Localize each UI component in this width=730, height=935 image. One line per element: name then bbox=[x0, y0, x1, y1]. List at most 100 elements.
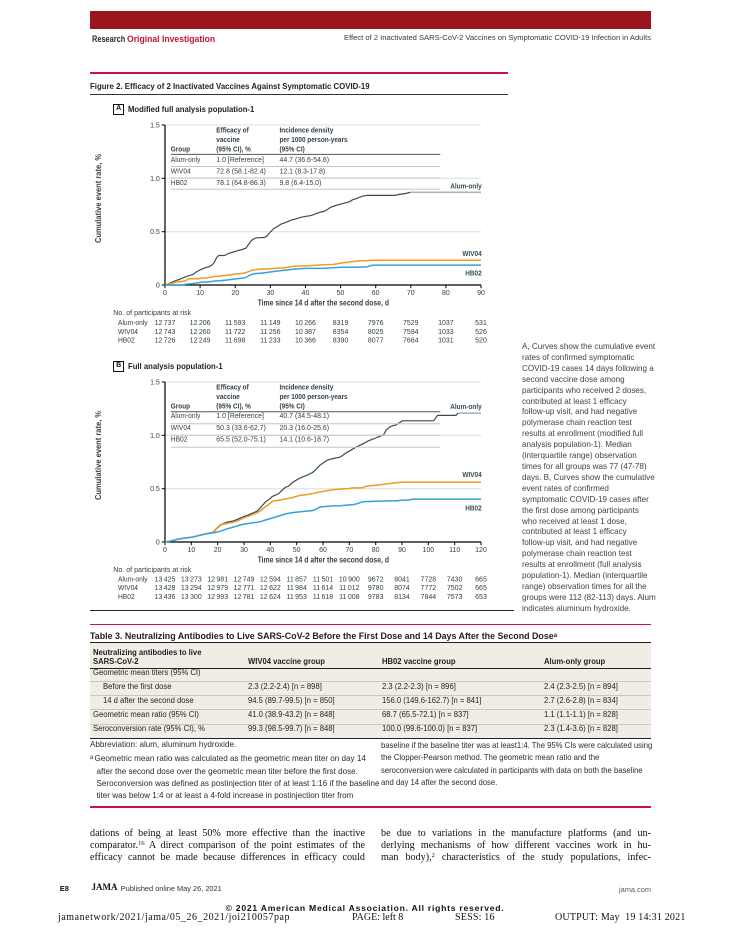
svg-text:1.5: 1.5 bbox=[150, 379, 160, 386]
svg-text:110: 110 bbox=[449, 547, 460, 554]
svg-text:WIV04: WIV04 bbox=[118, 329, 138, 336]
svg-text:1.0 [Reference]: 1.0 [Reference] bbox=[216, 411, 264, 420]
svg-text:90: 90 bbox=[398, 547, 406, 554]
svg-text:7664: 7664 bbox=[403, 337, 419, 344]
svg-text:7844: 7844 bbox=[421, 594, 437, 601]
svg-text:8041: 8041 bbox=[394, 577, 410, 584]
svg-text:11 618: 11 618 bbox=[313, 594, 333, 601]
svg-text:20: 20 bbox=[214, 547, 222, 554]
svg-text:(95% CI): (95% CI) bbox=[280, 403, 305, 410]
svg-text:30: 30 bbox=[266, 290, 274, 297]
svg-text:11 256: 11 256 bbox=[260, 329, 280, 336]
svg-text:Efficacy of: Efficacy of bbox=[216, 384, 249, 391]
svg-text:11 008: 11 008 bbox=[339, 594, 359, 601]
svg-text:80: 80 bbox=[372, 547, 380, 554]
svg-text:1.0: 1.0 bbox=[150, 433, 160, 440]
svg-text:70: 70 bbox=[345, 547, 353, 554]
svg-text:Alum-only: Alum-only bbox=[450, 183, 482, 191]
svg-text:13 300: 13 300 bbox=[181, 594, 202, 601]
svg-text:50.3 (33.6-62.7): 50.3 (33.6-62.7) bbox=[216, 423, 266, 432]
svg-text:No. of participants at risk: No. of participants at risk bbox=[113, 309, 192, 317]
svg-text:665: 665 bbox=[475, 585, 487, 592]
svg-text:0.5: 0.5 bbox=[150, 486, 160, 493]
svg-text:Efficacy of: Efficacy of bbox=[216, 127, 249, 134]
svg-text:11 698: 11 698 bbox=[225, 337, 245, 344]
svg-text:9672: 9672 bbox=[368, 577, 384, 584]
svg-text:11 722: 11 722 bbox=[225, 329, 245, 336]
svg-text:11 012: 11 012 bbox=[339, 585, 359, 592]
svg-text:1031: 1031 bbox=[438, 337, 454, 344]
svg-text:120: 120 bbox=[475, 547, 487, 554]
svg-text:10 900: 10 900 bbox=[339, 577, 360, 584]
svg-text:13 294: 13 294 bbox=[181, 585, 202, 592]
svg-text:12 737: 12 737 bbox=[155, 320, 176, 327]
svg-text:1.0: 1.0 bbox=[150, 176, 160, 183]
svg-text:1037: 1037 bbox=[438, 320, 454, 327]
svg-text:12 260: 12 260 bbox=[190, 329, 211, 336]
svg-text:Group: Group bbox=[171, 403, 190, 410]
svg-text:11 984: 11 984 bbox=[286, 585, 306, 592]
svg-text:13 436: 13 436 bbox=[155, 594, 176, 601]
svg-text:Alum-only: Alum-only bbox=[450, 404, 482, 412]
svg-text:8319: 8319 bbox=[333, 320, 349, 327]
svg-text:per 1000 person-years: per 1000 person-years bbox=[280, 393, 348, 400]
svg-text:Alum-only: Alum-only bbox=[118, 576, 148, 583]
svg-text:vaccine: vaccine bbox=[216, 393, 240, 400]
svg-text:HB02: HB02 bbox=[171, 179, 188, 187]
svg-text:100: 100 bbox=[422, 547, 434, 554]
svg-text:(95% CI): (95% CI) bbox=[280, 146, 305, 153]
svg-text:13 425: 13 425 bbox=[155, 577, 176, 584]
svg-text:7976: 7976 bbox=[368, 320, 384, 327]
svg-text:HB02: HB02 bbox=[465, 270, 482, 278]
svg-text:7772: 7772 bbox=[421, 585, 437, 592]
svg-text:12 749: 12 749 bbox=[234, 577, 255, 584]
svg-text:8077: 8077 bbox=[368, 337, 384, 344]
svg-text:10: 10 bbox=[196, 290, 204, 297]
svg-text:0: 0 bbox=[163, 290, 167, 297]
svg-text:11 614: 11 614 bbox=[313, 585, 333, 592]
svg-text:72.8 (58.1-82.4): 72.8 (58.1-82.4) bbox=[216, 166, 266, 175]
svg-text:12 594: 12 594 bbox=[260, 577, 281, 584]
svg-text:13 273: 13 273 bbox=[181, 577, 202, 584]
svg-text:7529: 7529 bbox=[403, 320, 419, 327]
svg-text:50: 50 bbox=[293, 547, 301, 554]
svg-text:12 993: 12 993 bbox=[207, 594, 228, 601]
svg-text:526: 526 bbox=[475, 329, 487, 336]
svg-text:12 726: 12 726 bbox=[155, 337, 176, 344]
svg-text:10 366: 10 366 bbox=[295, 337, 316, 344]
svg-text:Incidence density: Incidence density bbox=[280, 384, 334, 391]
svg-text:60: 60 bbox=[319, 547, 327, 554]
svg-text:Alum-only: Alum-only bbox=[118, 320, 148, 327]
svg-text:11 593: 11 593 bbox=[225, 320, 245, 327]
svg-text:Cumulative event rate, %: Cumulative event rate, % bbox=[94, 154, 103, 243]
svg-text:8354: 8354 bbox=[333, 329, 349, 336]
svg-text:12 624: 12 624 bbox=[260, 594, 281, 601]
svg-text:10: 10 bbox=[187, 547, 195, 554]
svg-text:7430: 7430 bbox=[447, 577, 463, 584]
svg-text:1033: 1033 bbox=[438, 329, 454, 336]
svg-text:78.1 (64.8-86.3): 78.1 (64.8-86.3) bbox=[216, 178, 266, 187]
svg-text:14.1 (10.6-18.7): 14.1 (10.6-18.7) bbox=[280, 434, 330, 443]
svg-text:9783: 9783 bbox=[368, 594, 384, 601]
svg-text:1.5: 1.5 bbox=[150, 122, 160, 129]
svg-text:0.5: 0.5 bbox=[150, 229, 160, 236]
svg-text:Incidence density: Incidence density bbox=[280, 127, 334, 134]
svg-text:9780: 9780 bbox=[368, 585, 384, 592]
svg-text:10 266: 10 266 bbox=[295, 320, 316, 327]
svg-text:20: 20 bbox=[231, 290, 239, 297]
svg-text:WIV04: WIV04 bbox=[171, 167, 191, 175]
svg-text:13 428: 13 428 bbox=[155, 585, 176, 592]
svg-text:80: 80 bbox=[442, 290, 450, 297]
svg-text:(95% CI), %: (95% CI), % bbox=[216, 146, 251, 153]
svg-text:11 857: 11 857 bbox=[286, 577, 306, 584]
svg-text:40: 40 bbox=[302, 290, 310, 297]
svg-text:12 743: 12 743 bbox=[155, 329, 176, 336]
svg-text:12 781: 12 781 bbox=[234, 594, 255, 601]
svg-text:8074: 8074 bbox=[394, 585, 410, 592]
svg-text:50: 50 bbox=[337, 290, 345, 297]
svg-text:1.0 [Reference]: 1.0 [Reference] bbox=[216, 155, 264, 164]
svg-text:HB02: HB02 bbox=[118, 594, 135, 601]
svg-text:WIV04: WIV04 bbox=[118, 585, 138, 592]
svg-text:Alum-only: Alum-only bbox=[171, 412, 201, 420]
svg-text:8134: 8134 bbox=[394, 594, 410, 601]
